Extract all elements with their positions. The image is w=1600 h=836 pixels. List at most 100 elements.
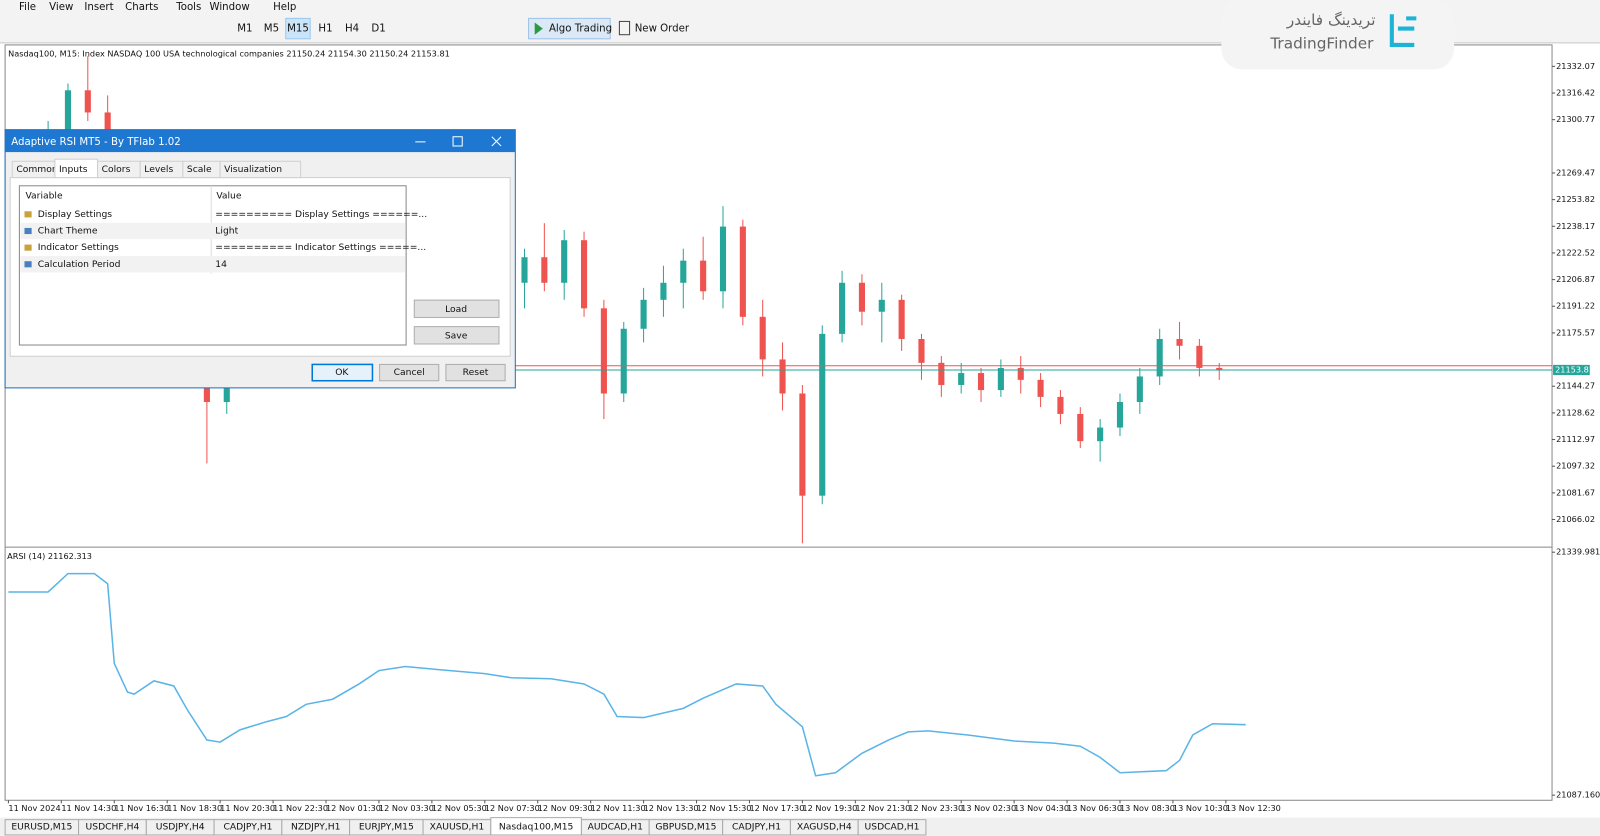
y-tick-label: 21144.27 <box>1556 381 1595 391</box>
tab-label[interactable]: Inputs <box>59 164 88 175</box>
y-tick-label: 21206.87 <box>1556 274 1595 284</box>
symbol-tab-label[interactable]: XAUUSD,H1 <box>430 821 485 832</box>
candle-body <box>660 282 667 300</box>
indicator-line <box>8 572 1246 777</box>
x-tick-label: 11 Nov 20:30 <box>220 803 275 813</box>
symbol-tab-label[interactable]: EURUSD,M15 <box>11 821 72 832</box>
y-tick-label: 21097.32 <box>1556 461 1595 471</box>
cancel-label[interactable]: Cancel <box>394 367 425 378</box>
y-tick-label: 21081.67 <box>1556 487 1595 497</box>
tab-label[interactable]: Scale <box>187 164 212 175</box>
row-value[interactable]: ========== Display Settings ======... <box>215 209 427 220</box>
window-controls[interactable] <box>415 136 502 147</box>
play-icon <box>534 22 543 35</box>
menu-item[interactable]: Tools <box>175 2 201 13</box>
symbol-tab-label[interactable]: NZDJPY,H1 <box>291 821 340 832</box>
bid-label: 21153.81 <box>1555 364 1594 374</box>
row-variable[interactable]: Chart Theme <box>38 225 98 236</box>
save-button[interactable] <box>413 326 500 345</box>
tab-label[interactable]: Levels <box>144 164 173 175</box>
x-tick-label: 13 Nov 12:30 <box>1226 803 1281 813</box>
y-tick-label: 21222.52 <box>1556 247 1595 257</box>
logo-box <box>1221 0 1455 70</box>
y-tick-label: 21112.97 <box>1556 434 1595 444</box>
candle-body <box>878 299 885 312</box>
menu-item[interactable]: View <box>49 2 73 13</box>
candle-body <box>977 373 985 391</box>
cancel-button[interactable] <box>379 363 440 382</box>
y-tick-label: 21316.42 <box>1556 87 1595 97</box>
candle-body <box>1077 413 1084 442</box>
candle-body <box>521 257 528 283</box>
candle-body <box>620 328 627 394</box>
new-order-label[interactable]: New Order <box>635 24 690 35</box>
row-icon <box>24 227 32 235</box>
symbol-tab-label[interactable]: CADJPY,H1 <box>732 821 781 832</box>
logo-fa: تریدینگ فایندر <box>1286 11 1376 29</box>
menu-item[interactable]: Insert <box>84 2 113 13</box>
logo-en: TradingFinder <box>1269 34 1374 52</box>
column-header: Variable <box>26 190 63 201</box>
timeframe[interactable]: M1 <box>237 24 252 35</box>
menu-item[interactable]: Help <box>273 2 296 13</box>
ok-label[interactable]: OK <box>335 367 349 378</box>
row-icon <box>24 261 32 268</box>
tab-label[interactable]: Colors <box>102 164 131 175</box>
symbol-tab-label[interactable]: USDCHF,H4 <box>86 821 140 832</box>
menu-item[interactable]: Charts <box>125 2 158 13</box>
timeframe-active[interactable] <box>285 17 311 40</box>
symbol-tab-label[interactable]: GBPUSD,M15 <box>655 821 716 832</box>
row-value[interactable]: ========== Indicator Settings =====... <box>215 242 426 253</box>
row-variable[interactable]: Indicator Settings <box>38 242 119 253</box>
row-variable[interactable]: Display Settings <box>38 209 113 220</box>
symbol-tab[interactable] <box>857 819 927 836</box>
tab-label[interactable]: Common <box>16 164 57 175</box>
candle-body <box>1116 402 1124 428</box>
row-value[interactable]: Light <box>215 225 238 236</box>
save-label[interactable]: Save <box>445 330 468 341</box>
symbol-tab-label[interactable]: EURJPY,M15 <box>359 821 414 832</box>
candle-body <box>1136 376 1143 403</box>
candle-body <box>580 240 588 309</box>
candle-body <box>719 226 727 292</box>
bid-tag <box>1553 364 1590 376</box>
candle-body <box>600 308 607 394</box>
menu-item[interactable]: Window <box>210 2 250 13</box>
symbol-tab-label[interactable]: AUDCAD,H1 <box>588 821 643 832</box>
menu-item[interactable]: File <box>19 2 36 13</box>
tab[interactable] <box>219 160 302 179</box>
timeframe[interactable]: M15 <box>287 24 309 35</box>
algo-button[interactable] <box>528 17 611 40</box>
order-icon <box>618 20 631 36</box>
symbol-tab-label[interactable]: Nasdaq100,M15 <box>499 821 574 832</box>
timeframe[interactable]: H1 <box>318 24 332 35</box>
symbol-tab-label[interactable]: XAGUSD,H4 <box>797 821 852 832</box>
symbol-tab-label[interactable]: USDCAD,H1 <box>865 821 920 832</box>
load-button[interactable] <box>413 299 500 318</box>
reset-button[interactable] <box>445 363 506 382</box>
timeframe[interactable]: H4 <box>345 24 359 35</box>
candle-body <box>84 90 91 113</box>
algo-label[interactable]: Algo Trading <box>549 24 612 35</box>
x-tick-label: 11 Nov 14:30 <box>61 803 116 813</box>
indicator-header: ARSI (14) 21162.313 <box>7 551 92 561</box>
menu-bar <box>0 0 1600 15</box>
x-tick-label: 12 Nov 11:30 <box>591 803 646 813</box>
candle-body <box>1037 379 1044 397</box>
x-tick-label: 12 Nov 01:30 <box>326 803 381 813</box>
candle-body <box>561 240 568 283</box>
candle-body <box>1196 345 1203 368</box>
ok-button[interactable] <box>311 363 374 382</box>
y-tick-label: 21191.22 <box>1556 301 1595 311</box>
x-tick-label: 13 Nov 10:30 <box>1173 803 1228 813</box>
row-variable[interactable]: Calculation Period <box>38 259 121 270</box>
reset-label[interactable]: Reset <box>463 367 489 378</box>
dialog-titlebar <box>5 129 516 153</box>
row-value[interactable]: 14 <box>215 259 227 270</box>
symbol-tab-label[interactable]: CADJPY,H1 <box>223 821 272 832</box>
tab-label[interactable]: Visualization <box>224 164 282 175</box>
symbol-tab-label[interactable]: USDJPY,H4 <box>156 821 205 832</box>
timeframe[interactable]: D1 <box>371 24 385 35</box>
load-label[interactable]: Load <box>445 304 467 315</box>
timeframe[interactable]: M5 <box>264 24 279 35</box>
